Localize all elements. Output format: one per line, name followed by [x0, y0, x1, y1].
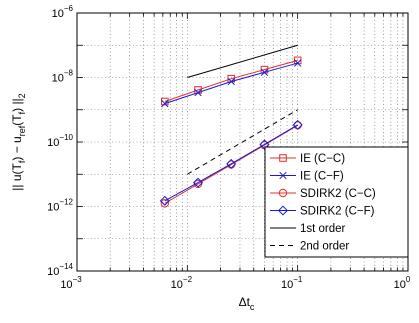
data-point	[294, 59, 302, 67]
series-line	[164, 59, 298, 102]
data-point	[226, 158, 237, 169]
y-tick-label: 10−6	[52, 4, 74, 20]
x-tick-label: 10−3	[60, 275, 82, 291]
legend-label: SDIRK2 (C−F)	[300, 206, 375, 218]
data-point	[227, 77, 235, 86]
legend-entry: IE (C−F)	[270, 171, 344, 183]
data-point	[194, 88, 202, 97]
series-4	[187, 44, 298, 78]
legend-entry: 2nd order	[270, 241, 349, 253]
x-tick-label: 10−1	[281, 275, 303, 291]
marker-stroke	[227, 77, 235, 86]
axis-ticks	[76, 12, 408, 272]
data-point	[259, 139, 270, 150]
data-point	[161, 99, 169, 108]
legend-marker	[278, 188, 288, 198]
legend: IE (C−C) IE (C−F) SDIRK2 (C−C) SDIRK2 (C−F)…	[264, 146, 409, 258]
series-line	[187, 44, 298, 78]
legend-label: SDIRK2 (C−C)	[300, 188, 376, 200]
series-group	[159, 44, 303, 208]
marker-stroke	[279, 171, 287, 180]
y-tick-label: 10−12	[47, 198, 73, 214]
legend-label: 2nd order	[300, 241, 349, 253]
marker-stroke	[260, 68, 269, 76]
y-tick-label: 10−14	[47, 262, 73, 278]
legend-marker	[279, 154, 287, 162]
data-point	[193, 177, 204, 188]
legend-marker	[279, 171, 287, 180]
legend-label: IE (C−F)	[300, 171, 344, 183]
series-line	[164, 124, 298, 202]
series-1	[161, 59, 302, 108]
tick-labels: 10−3 10−2 10−1 100 10−14 10−12 10−10 10−8 10−6	[47, 4, 411, 291]
data-point	[193, 179, 203, 189]
legend-entry: SDIRK2 (C−C)	[270, 188, 376, 200]
x-tick-label: 10−2	[171, 275, 193, 291]
legend-entry: SDIRK2 (C−F)	[270, 205, 375, 218]
marker-stroke	[194, 88, 202, 97]
data-point	[159, 195, 170, 206]
series-line	[164, 124, 298, 204]
legend-entry: IE (C−C)	[270, 153, 345, 165]
y-tick-label: 10−10	[47, 133, 73, 149]
series-3	[159, 119, 303, 206]
y-tick-label: 10−8	[52, 69, 74, 85]
data-point	[160, 199, 170, 208]
data-point	[161, 97, 169, 106]
data-point	[260, 68, 269, 76]
series-line	[187, 109, 298, 175]
legend-label: 1st order	[300, 223, 346, 235]
legend-box	[264, 146, 409, 258]
marker-stroke	[161, 99, 169, 108]
legend-label: IE (C−C)	[300, 153, 345, 165]
x-axis-label: Δtc	[239, 295, 255, 312]
legend-marker	[277, 205, 289, 216]
y-axis-label: || u(Tf) − uref(Tf) ||2	[10, 93, 27, 190]
data-point	[292, 119, 303, 130]
axes-frame	[76, 12, 409, 272]
series-5	[187, 109, 298, 175]
legend-entry: 1st order	[270, 223, 346, 235]
x-tick-label: 100	[394, 275, 411, 291]
marker-stroke	[294, 59, 302, 67]
